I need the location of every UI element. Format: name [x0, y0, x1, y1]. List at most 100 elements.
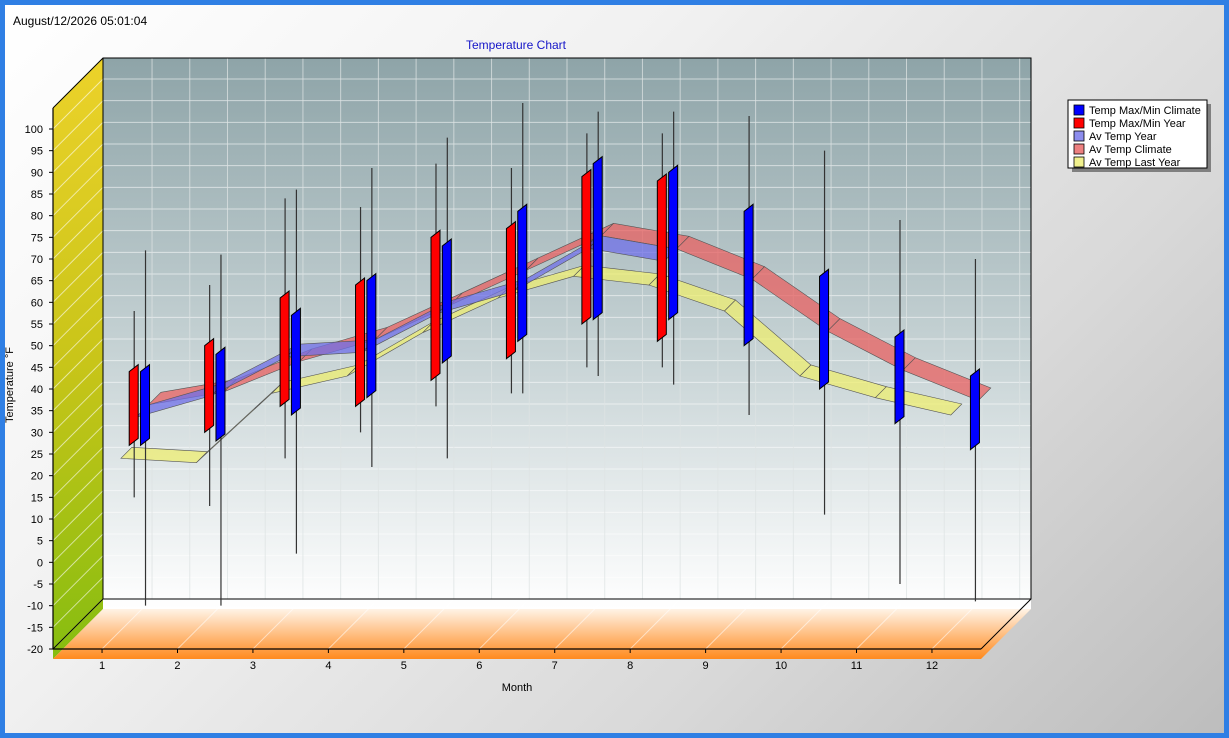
- gridline-floor: [478, 598, 530, 650]
- gridline-side: [52, 576, 104, 628]
- gridline-floor: [252, 598, 304, 650]
- y-tick-label: 45: [31, 362, 43, 374]
- gridline-floor: [629, 598, 681, 650]
- x-tick-label: 12: [926, 660, 938, 672]
- y-tick-label: 40: [31, 384, 43, 396]
- legend-swatch: [1073, 130, 1085, 142]
- bar-temp-max-min-climate-bar: [441, 237, 452, 365]
- x-tick-label: 10: [775, 660, 787, 672]
- legend-swatch: [1073, 143, 1085, 155]
- bar-temp-max-min-climate-bar: [215, 346, 226, 443]
- legend-label: Av Temp Climate: [1089, 144, 1172, 156]
- y-axis-label: Temperature °F: [4, 347, 16, 423]
- bar-temp-max-min-year-bar: [279, 289, 290, 408]
- y-tick-label: -10: [27, 601, 43, 613]
- bar-temp-max-min-climate-bar: [366, 272, 377, 399]
- y-tick-label: -15: [27, 622, 43, 634]
- gridline-floor: [101, 598, 153, 650]
- ribbon-av-temp-climate: [902, 357, 992, 401]
- y-tick-label: 90: [31, 167, 43, 179]
- gridline-side: [52, 511, 104, 563]
- bar-temp-max-min-climate-bar: [517, 203, 528, 343]
- y-tick-label: 85: [31, 189, 43, 201]
- gridline-side: [52, 403, 104, 455]
- x-tick-label: 8: [627, 660, 633, 672]
- y-tick-label: 75: [31, 232, 43, 244]
- gridlines: [52, 58, 1031, 650]
- gridline-floor: [554, 598, 606, 650]
- y-tick-label: 65: [31, 276, 43, 288]
- x-tick-label: 7: [552, 660, 558, 672]
- x-tick-label: 9: [703, 660, 709, 672]
- timestamp: August/12/2026 05:01:04: [13, 14, 148, 28]
- legend-swatch: [1073, 117, 1085, 129]
- x-axis-label: Month: [502, 682, 533, 694]
- gridline-floor: [780, 598, 832, 650]
- y-tick-label: 100: [25, 124, 43, 136]
- left-wall: [53, 58, 103, 659]
- gridline-side: [52, 446, 104, 498]
- x-axis: 1 2 3 4 5 6 7 8 9 10 11 12: [99, 649, 938, 672]
- x-tick-label: 2: [174, 660, 180, 672]
- gridline-side: [52, 165, 104, 217]
- y-tick-label: 50: [31, 341, 43, 353]
- legend-swatch: [1073, 104, 1085, 116]
- axis-back: [52, 57, 1032, 650]
- x-tick-label: 11: [851, 660, 862, 672]
- y-axis: 1009590858075706560555045403530252015105…: [25, 124, 53, 656]
- y-tick-label: 55: [31, 319, 43, 331]
- gridline-side: [52, 78, 104, 130]
- gridline-floor: [931, 598, 983, 650]
- gridline-floor: [856, 598, 907, 650]
- gridline-floor: [705, 598, 756, 650]
- gridline-side: [52, 338, 104, 390]
- y-tick-label: -5: [33, 579, 43, 591]
- y-tick-label: 80: [31, 211, 43, 223]
- y-tick-label: 35: [31, 406, 43, 418]
- y-tick-label: 95: [31, 146, 43, 158]
- bar-temp-max-min-year-bar: [204, 337, 215, 434]
- gridline-side: [52, 360, 104, 412]
- bar-temp-max-min-climate-bar: [592, 155, 603, 321]
- x-tick-label: 3: [250, 660, 256, 672]
- y-tick-label: 20: [31, 471, 43, 483]
- gridline-side: [52, 273, 104, 325]
- gridline-side: [52, 143, 104, 195]
- gridline-side: [52, 381, 104, 433]
- gridline-side: [52, 100, 104, 152]
- legend-label: Av Temp Year: [1089, 131, 1157, 143]
- y-tick-label: 25: [31, 449, 43, 461]
- bar-temp-max-min-climate-bar: [743, 203, 754, 347]
- legend-label: Temp Max/Min Year: [1089, 118, 1186, 130]
- bar-temp-max-min-year-bar: [430, 229, 441, 382]
- gridline-side: [52, 121, 104, 173]
- gridline-side: [52, 186, 104, 238]
- gridline-side: [52, 208, 104, 260]
- bar-temp-max-min-climate-bar: [894, 328, 905, 425]
- bar-temp-max-min-climate-bar: [668, 164, 679, 321]
- bar-temp-max-min-year-bar: [581, 168, 592, 326]
- gridline-side: [52, 316, 104, 368]
- gridline-side: [52, 533, 104, 585]
- y-tick-label: 10: [31, 514, 43, 526]
- x-tick-label: 6: [476, 660, 482, 672]
- gridline-side: [52, 555, 104, 607]
- bar-temp-max-min-year-bar: [128, 363, 139, 447]
- axis-depth: [52, 598, 104, 650]
- y-tick-label: 70: [31, 254, 43, 266]
- legend-label: Av Temp Last Year: [1089, 157, 1181, 169]
- axis-back-wall: [102, 58, 1031, 600]
- x-tick-label: 1: [99, 660, 105, 672]
- y-tick-label: 0: [37, 557, 43, 569]
- chart-title: Temperature Chart: [466, 38, 567, 52]
- min-max-bars: [128, 103, 980, 606]
- x-tick-label: 5: [401, 660, 407, 672]
- y-tick-label: 30: [31, 427, 43, 439]
- y-tick-label: -20: [27, 644, 43, 656]
- y-tick-label: 15: [31, 492, 43, 504]
- floor: [53, 609, 1031, 659]
- y-tick-label: 5: [37, 536, 43, 548]
- bar-temp-max-min-climate-bar: [140, 363, 151, 447]
- bar-temp-max-min-year-bar: [656, 172, 667, 343]
